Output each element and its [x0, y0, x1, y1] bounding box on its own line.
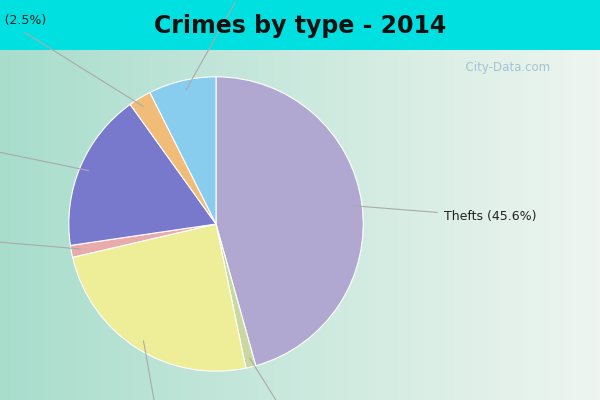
Text: Robberies (1.3%): Robberies (1.3%): [0, 229, 80, 249]
Text: Crimes by type - 2014: Crimes by type - 2014: [154, 14, 446, 38]
Text: City-Data.com: City-Data.com: [458, 62, 550, 74]
Wedge shape: [130, 92, 216, 224]
Wedge shape: [70, 224, 216, 257]
Text: Assaults (24.6%): Assaults (24.6%): [112, 341, 217, 400]
Wedge shape: [69, 104, 216, 246]
Text: Rapes (1.1%): Rapes (1.1%): [250, 358, 339, 400]
Text: Auto thefts (7.4%): Auto thefts (7.4%): [185, 0, 300, 90]
Text: Burglaries (17.4%): Burglaries (17.4%): [0, 129, 89, 170]
Wedge shape: [73, 224, 246, 371]
Text: Arson (2.5%): Arson (2.5%): [0, 14, 143, 107]
Text: Thefts (45.6%): Thefts (45.6%): [353, 206, 536, 223]
Wedge shape: [216, 224, 256, 368]
Wedge shape: [216, 77, 363, 366]
Wedge shape: [150, 77, 216, 224]
